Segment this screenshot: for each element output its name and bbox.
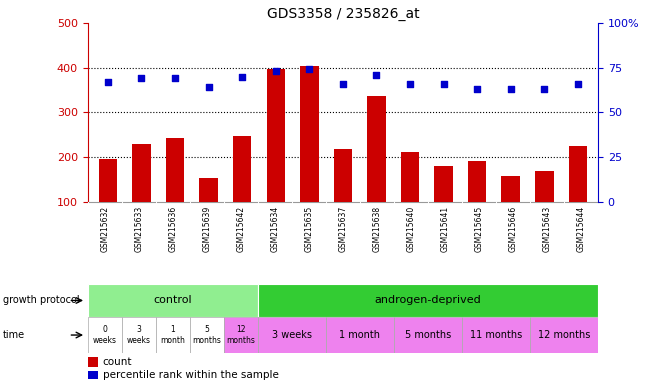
Point xyxy=(237,74,248,80)
Bar xyxy=(88,357,97,367)
Text: count: count xyxy=(103,357,132,367)
Point xyxy=(103,79,113,85)
Point xyxy=(338,81,348,87)
Bar xyxy=(502,176,520,202)
Bar xyxy=(99,159,117,202)
Text: GSM215639: GSM215639 xyxy=(202,206,211,252)
Text: 1
month: 1 month xyxy=(161,325,185,345)
Bar xyxy=(300,66,318,202)
Bar xyxy=(190,317,224,353)
Text: GSM215632: GSM215632 xyxy=(100,206,109,252)
Bar xyxy=(88,284,258,317)
Bar xyxy=(367,96,385,202)
Text: 11 months: 11 months xyxy=(470,330,522,340)
Point xyxy=(270,68,281,74)
Text: control: control xyxy=(153,295,192,306)
Text: GSM215640: GSM215640 xyxy=(406,206,415,252)
Bar xyxy=(88,317,122,353)
Bar xyxy=(530,317,598,353)
Point xyxy=(539,86,549,92)
Text: GSM215636: GSM215636 xyxy=(168,206,177,252)
Bar xyxy=(258,317,326,353)
Bar xyxy=(434,166,453,202)
Text: GSM215641: GSM215641 xyxy=(441,206,449,252)
Point xyxy=(472,86,482,92)
Bar xyxy=(88,371,97,379)
Bar xyxy=(462,317,530,353)
Text: growth protocol: growth protocol xyxy=(3,295,80,306)
Bar xyxy=(535,171,554,202)
Text: 1 month: 1 month xyxy=(339,330,380,340)
Bar xyxy=(166,138,184,202)
Bar xyxy=(326,317,394,353)
Bar xyxy=(122,317,156,353)
Point xyxy=(573,81,583,87)
Bar xyxy=(224,317,258,353)
Title: GDS3358 / 235826_at: GDS3358 / 235826_at xyxy=(266,7,419,21)
Text: GSM215637: GSM215637 xyxy=(339,206,347,252)
Text: GSM215643: GSM215643 xyxy=(543,206,551,252)
Text: 5 months: 5 months xyxy=(405,330,451,340)
Text: percentile rank within the sample: percentile rank within the sample xyxy=(103,370,279,380)
Text: 12 months: 12 months xyxy=(538,330,590,340)
Point xyxy=(438,81,448,87)
Text: GSM215633: GSM215633 xyxy=(135,206,143,252)
Text: GSM215644: GSM215644 xyxy=(577,206,586,252)
Text: GSM215638: GSM215638 xyxy=(372,206,382,252)
Bar xyxy=(266,69,285,202)
Text: time: time xyxy=(3,330,25,340)
Bar xyxy=(200,179,218,202)
Text: GSM215634: GSM215634 xyxy=(270,206,280,252)
Text: 5
months: 5 months xyxy=(192,325,221,345)
Point xyxy=(304,66,315,73)
Text: 3
weeks: 3 weeks xyxy=(127,325,151,345)
Text: 3 weeks: 3 weeks xyxy=(272,330,312,340)
Bar xyxy=(258,284,598,317)
Text: androgen-deprived: androgen-deprived xyxy=(374,295,481,306)
Text: GSM215642: GSM215642 xyxy=(237,206,245,252)
Bar xyxy=(394,317,462,353)
Point xyxy=(506,86,516,92)
Point xyxy=(136,75,147,81)
Bar xyxy=(233,136,252,202)
Bar xyxy=(569,146,587,202)
Bar xyxy=(468,161,486,202)
Text: GSM215645: GSM215645 xyxy=(474,206,484,252)
Bar xyxy=(156,317,190,353)
Bar xyxy=(401,152,419,202)
Point xyxy=(405,81,415,87)
Point xyxy=(371,72,382,78)
Point xyxy=(170,75,180,81)
Text: 12
months: 12 months xyxy=(226,325,255,345)
Text: 0
weeks: 0 weeks xyxy=(93,325,117,345)
Point xyxy=(203,84,214,90)
Text: GSM215646: GSM215646 xyxy=(508,206,517,252)
Bar xyxy=(333,149,352,202)
Text: GSM215635: GSM215635 xyxy=(304,206,313,252)
Bar xyxy=(132,144,151,202)
